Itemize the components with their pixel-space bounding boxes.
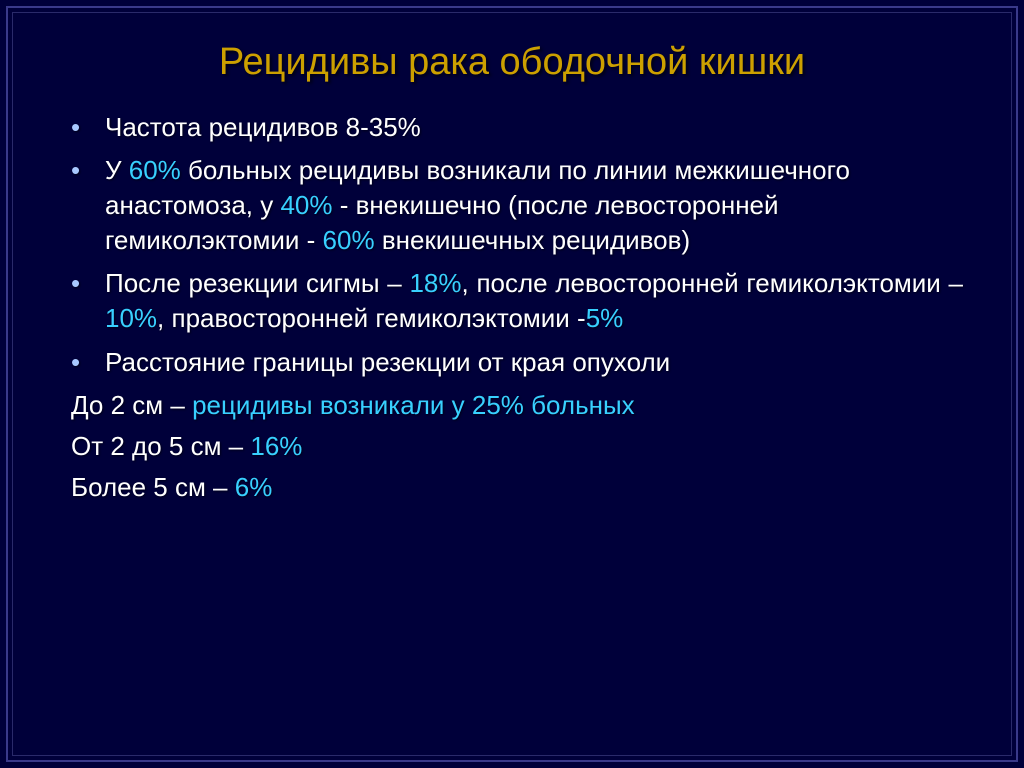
bullet-item: У 60% больных рецидивы возникали по лини… [105, 153, 963, 258]
text-segment: 18% [409, 268, 461, 298]
bullet-item: Частота рецидивов 8-35% [105, 110, 963, 145]
plain-lines-block: До 2 см – рецидивы возникали у 25% больн… [61, 388, 963, 505]
text-segment: Расстояние границы резекции от края опух… [105, 347, 670, 377]
plain-line: От 2 до 5 см – 16% [61, 429, 963, 464]
text-segment: Частота рецидивов 8-35% [105, 112, 421, 142]
text-segment: 10% [105, 303, 157, 333]
text-segment: У [105, 155, 129, 185]
text-segment: 60% [323, 225, 375, 255]
slide-body: Частота рецидивов 8-35% У 60% больных рец… [61, 110, 963, 505]
slide-inner-frame: Рецидивы рака ободочной кишки Частота ре… [12, 12, 1012, 756]
plain-line: До 2 см – рецидивы возникали у 25% больн… [61, 388, 963, 423]
text-segment: 40% [280, 190, 332, 220]
bullet-item: Расстояние границы резекции от края опух… [105, 345, 963, 380]
text-segment: 16% [250, 431, 302, 461]
text-segment: После резекции сигмы – [105, 268, 409, 298]
bullet-list: Частота рецидивов 8-35% У 60% больных рец… [61, 110, 963, 380]
text-segment: 5% [586, 303, 624, 333]
text-segment: 60% [129, 155, 181, 185]
slide-title: Рецидивы рака ободочной кишки [61, 41, 963, 84]
text-segment: До 2 см – [71, 390, 192, 420]
text-segment: рецидивы возникали у 25% больных [192, 390, 635, 420]
slide-outer-frame: Рецидивы рака ободочной кишки Частота ре… [6, 6, 1018, 762]
text-segment: 6% [235, 472, 273, 502]
text-segment: внекишечных рецидивов) [375, 225, 691, 255]
plain-line: Более 5 см – 6% [61, 470, 963, 505]
bullet-item: После резекции сигмы – 18%, после левост… [105, 266, 963, 336]
text-segment: Более 5 см – [71, 472, 235, 502]
text-segment: От 2 до 5 см – [71, 431, 250, 461]
text-segment: , после левосторонней гемиколэктомии – [462, 268, 964, 298]
text-segment: , правосторонней гемиколэктомии - [157, 303, 586, 333]
